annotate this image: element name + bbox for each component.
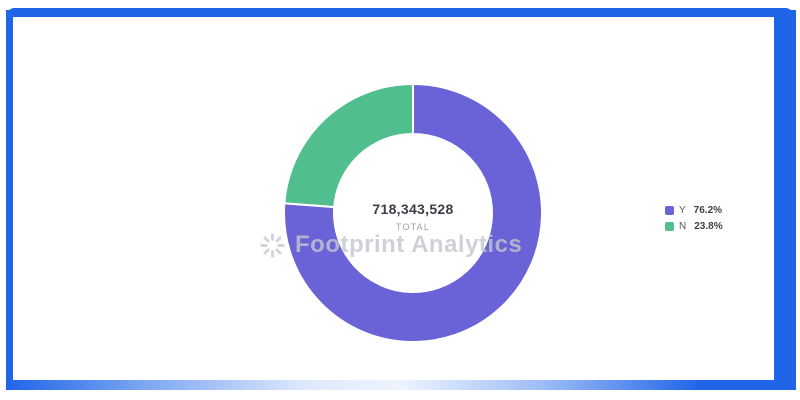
legend-item-n[interactable]: N 23.8%: [665, 221, 723, 232]
legend-item-y[interactable]: Y 76.2%: [665, 205, 723, 216]
legend-percent-y: 76.2%: [693, 205, 723, 216]
legend-swatch-y: [665, 206, 674, 215]
donut-slice-n[interactable]: [283, 82, 414, 209]
frame-right-border: [774, 10, 796, 388]
frame-left-border: [6, 10, 13, 388]
frame-top-border: [8, 8, 792, 17]
donut-slice-y[interactable]: [283, 82, 543, 343]
legend-label-y: Y: [679, 205, 686, 216]
legend-percent-n: 23.8%: [694, 221, 723, 232]
frame-bottom-border: [6, 380, 796, 390]
legend-swatch-n: [665, 222, 674, 231]
legend-label-n: N: [679, 221, 687, 232]
chart-card: 718,343,528 TOTAL Y 76.2% N 23.8%: [13, 17, 774, 380]
donut-chart-area: [263, 63, 563, 363]
chart-legend: Y 76.2% N 23.8%: [665, 205, 723, 237]
donut-chart[interactable]: [263, 63, 563, 363]
